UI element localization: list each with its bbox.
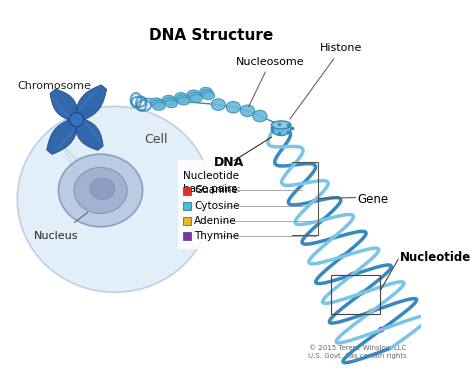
Text: Adenine: Adenine	[194, 216, 237, 225]
Ellipse shape	[272, 121, 291, 135]
Bar	[178, 160, 272, 249]
Ellipse shape	[70, 113, 84, 127]
Text: Nucleotide
base pairs:: Nucleotide base pairs:	[183, 171, 240, 194]
Ellipse shape	[200, 87, 212, 95]
Bar	[183, 217, 191, 225]
Ellipse shape	[202, 92, 215, 100]
Text: Cell: Cell	[145, 133, 168, 147]
Text: Guanine: Guanine	[194, 185, 238, 196]
Polygon shape	[46, 117, 79, 154]
Ellipse shape	[189, 92, 201, 100]
Text: DNA: DNA	[214, 156, 244, 169]
Ellipse shape	[163, 95, 175, 103]
Ellipse shape	[201, 90, 213, 97]
Ellipse shape	[272, 121, 291, 129]
Ellipse shape	[211, 99, 225, 110]
Ellipse shape	[165, 100, 178, 108]
Bar	[183, 202, 191, 210]
Ellipse shape	[150, 98, 163, 106]
Text: Nucleosome: Nucleosome	[236, 57, 305, 107]
Ellipse shape	[176, 95, 189, 103]
Text: DNA Structure: DNA Structure	[149, 28, 273, 43]
Polygon shape	[50, 93, 75, 121]
Polygon shape	[50, 89, 79, 122]
Ellipse shape	[74, 168, 127, 213]
Polygon shape	[74, 85, 107, 122]
Polygon shape	[74, 117, 103, 151]
Ellipse shape	[18, 106, 212, 292]
Text: Histone: Histone	[290, 43, 363, 119]
Ellipse shape	[240, 105, 255, 116]
Polygon shape	[79, 118, 103, 147]
Text: Nucleotide: Nucleotide	[400, 251, 471, 264]
Ellipse shape	[190, 94, 202, 102]
Bar	[183, 232, 191, 240]
Ellipse shape	[226, 102, 240, 113]
Text: Gene: Gene	[357, 193, 388, 206]
Ellipse shape	[253, 110, 267, 122]
Text: Cytosine: Cytosine	[194, 201, 240, 211]
Text: Chromosome: Chromosome	[18, 81, 91, 91]
Text: Thymine: Thymine	[194, 230, 239, 241]
Bar	[183, 187, 191, 195]
Ellipse shape	[187, 90, 200, 98]
Ellipse shape	[178, 97, 190, 105]
Ellipse shape	[90, 178, 115, 199]
Polygon shape	[74, 85, 102, 118]
Polygon shape	[51, 121, 79, 154]
Ellipse shape	[153, 102, 165, 110]
Ellipse shape	[152, 100, 164, 108]
Bar	[331, 275, 380, 314]
Ellipse shape	[175, 93, 187, 100]
Ellipse shape	[58, 154, 143, 227]
Text: © 2015 Terese Winslow LLC
U.S. Govt. has certain rights: © 2015 Terese Winslow LLC U.S. Govt. has…	[308, 345, 407, 359]
Text: Nucleus: Nucleus	[34, 231, 79, 241]
Ellipse shape	[164, 97, 176, 106]
